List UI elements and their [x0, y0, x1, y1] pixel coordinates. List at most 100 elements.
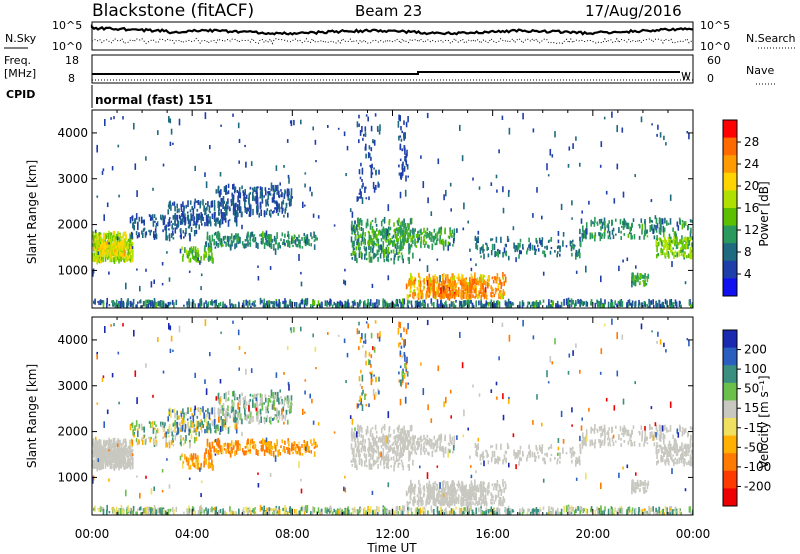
- power-cell: [402, 245, 404, 249]
- power-cell: [367, 116, 369, 122]
- power-cell: [642, 279, 644, 283]
- power-cell: [361, 185, 363, 189]
- power-cell: [573, 245, 575, 249]
- power-cell: [104, 251, 106, 255]
- power-cell: [264, 233, 267, 236]
- power-cell: [271, 197, 274, 203]
- power-cell: [423, 281, 426, 285]
- power-cell: [480, 278, 483, 284]
- power-cell: [649, 302, 651, 306]
- power-cell: [457, 293, 460, 298]
- power-cell: [287, 304, 289, 308]
- power-cell: [655, 238, 658, 241]
- power-cell: [666, 242, 668, 249]
- velocity-cell: [97, 454, 100, 457]
- power-cell: [536, 240, 538, 244]
- power-cell: [105, 243, 107, 249]
- velocity-cell: [176, 410, 178, 416]
- power-cell: [244, 209, 247, 213]
- power-cell: [440, 229, 442, 236]
- power-cell: [575, 136, 577, 141]
- power-cell: [361, 167, 364, 175]
- power-cell: [252, 188, 255, 193]
- power-cell: [123, 238, 125, 243]
- power-cell: [676, 252, 678, 257]
- velocity-cell: [106, 459, 109, 464]
- power-cell: [465, 282, 467, 286]
- power-cell: [531, 244, 534, 251]
- power-cell: [403, 167, 406, 172]
- cpid-label: CPID: [6, 88, 35, 101]
- power-cell: [415, 234, 418, 238]
- velocity-cell: [324, 507, 327, 513]
- power-cell: [320, 305, 322, 308]
- velocity-cell: [96, 451, 98, 458]
- nave-tick-top: 60: [707, 54, 721, 67]
- power-cell: [656, 223, 659, 229]
- power-cell: [180, 209, 183, 212]
- power-cell: [404, 223, 407, 229]
- power-cell: [208, 247, 211, 251]
- power-cell: [186, 301, 188, 306]
- power-cell: [189, 219, 192, 223]
- power-cell: [187, 250, 190, 255]
- power-cell: [132, 298, 135, 305]
- velocity-cell: [187, 425, 190, 431]
- power-cell: [143, 219, 145, 226]
- velocity-cell: [120, 448, 122, 453]
- power-cell: [631, 303, 633, 308]
- power-cell: [487, 282, 489, 289]
- velocity-cell: [114, 456, 116, 461]
- velocity-cell: [110, 439, 113, 443]
- power-cell: [298, 254, 300, 261]
- power-cell: [94, 229, 97, 233]
- power-cell: [423, 278, 425, 285]
- power-cell: [273, 301, 276, 304]
- power-cell: [96, 147, 98, 153]
- power-cell: [250, 161, 253, 166]
- power-cell: [352, 304, 355, 308]
- power-cell: [490, 303, 492, 306]
- power-cell: [274, 207, 276, 210]
- power-cell: [426, 233, 429, 239]
- velocity-cell: [264, 510, 266, 515]
- power-cell: [231, 303, 233, 306]
- power-cell: [388, 303, 390, 306]
- velocity-cell: [199, 422, 201, 427]
- velocity-cell: [670, 506, 673, 513]
- power-cell: [689, 246, 692, 252]
- velocity-cell: [619, 511, 621, 515]
- power-cell: [483, 279, 486, 286]
- power-cell: [253, 302, 256, 307]
- power-cell: [171, 299, 174, 305]
- power-cell: [101, 170, 104, 175]
- power-cell: [308, 243, 310, 246]
- power-cell: [664, 217, 666, 224]
- power-cell: [432, 235, 434, 239]
- velocity-cell: [598, 508, 600, 514]
- velocity-cell: [113, 439, 116, 443]
- power-cell: [350, 224, 353, 230]
- velocity-cell: [155, 424, 157, 427]
- power-cell: [662, 249, 664, 256]
- velocity-cell: [162, 421, 164, 426]
- power-cell: [213, 211, 216, 219]
- freq-label: Freq.: [4, 54, 31, 67]
- power-cell: [479, 247, 482, 254]
- power-cell: [437, 290, 439, 296]
- power-cell: [370, 171, 373, 179]
- velocity-cell: [470, 507, 472, 511]
- power-cell: [367, 223, 369, 227]
- velocity-cell: [130, 457, 133, 461]
- power-cell: [379, 253, 382, 259]
- power-cell: [181, 217, 184, 225]
- power-cell: [494, 287, 497, 295]
- power-cell: [665, 142, 667, 146]
- power-cell: [425, 290, 428, 295]
- velocity-cell: [650, 507, 653, 512]
- velocity-cell: [480, 508, 482, 513]
- power-cell: [354, 251, 356, 257]
- velocity-cell: [613, 512, 615, 515]
- power-cell: [94, 298, 96, 305]
- power-cell: [359, 130, 362, 136]
